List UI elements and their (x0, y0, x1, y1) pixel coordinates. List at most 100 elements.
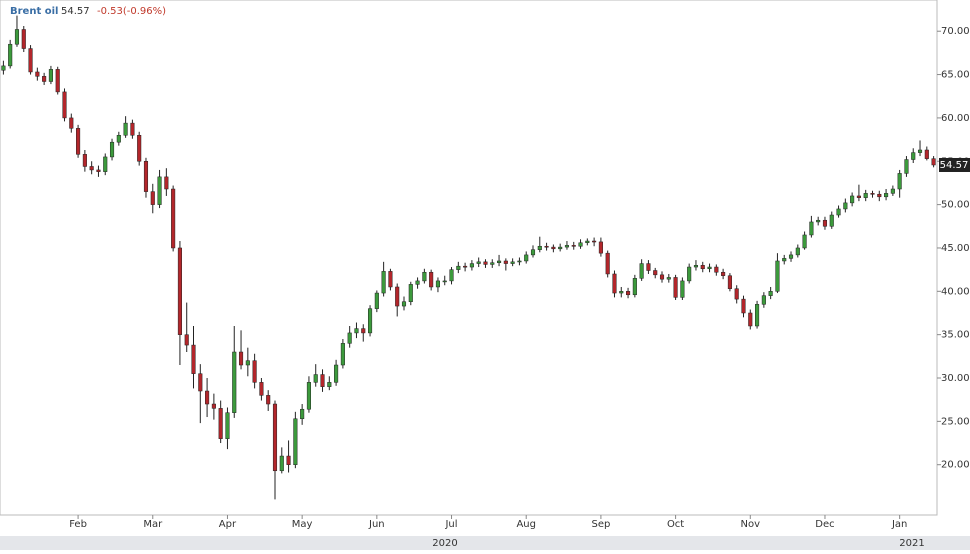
candle-body (755, 304, 760, 327)
candle-body (28, 48, 33, 73)
plot-area (0, 0, 938, 516)
candle-body (82, 154, 87, 167)
candle-body (96, 169, 101, 172)
y-tick-label: 45.00 (941, 243, 970, 254)
last-price-label: 54.57 (940, 160, 969, 171)
candle-body (191, 344, 196, 374)
candle-body (863, 193, 868, 198)
candle-body (388, 271, 393, 288)
candle-body (829, 214, 834, 227)
candle-body (680, 280, 685, 298)
x-tick-label: Oct (667, 519, 684, 530)
candle-body (89, 166, 94, 171)
candle-body (578, 242, 583, 247)
y-tick-label: 40.00 (941, 286, 970, 297)
chart-title: Brent oil (10, 6, 58, 17)
candle-body (354, 328, 359, 334)
candle-body (245, 360, 250, 366)
candle-body (367, 308, 373, 334)
candle-body (592, 240, 597, 243)
candle-body (14, 29, 20, 45)
candle-body (659, 274, 665, 280)
x-tick-label: Sep (591, 519, 610, 530)
candle-body (55, 69, 60, 93)
candle-body (320, 374, 325, 387)
candle-body (666, 277, 671, 280)
candle-body (456, 265, 461, 270)
candle-body (775, 260, 780, 292)
candle-body (632, 278, 637, 296)
candle-body (897, 173, 902, 190)
candle-body (1, 65, 6, 71)
candle-body (123, 122, 128, 136)
candle-body (401, 301, 407, 307)
candle-body (109, 141, 115, 158)
candle-body (517, 260, 522, 263)
candle-body (137, 135, 142, 162)
y-tick-label: 35.00 (941, 330, 970, 341)
x-tick-label: Mar (143, 519, 163, 530)
candle-body (272, 403, 278, 472)
candle-body (734, 288, 739, 300)
candle-body (62, 91, 67, 119)
x-tick-label: Jul (444, 519, 457, 530)
x-tick-label: May (292, 519, 313, 530)
candle-body (415, 280, 420, 285)
candle-body (69, 117, 74, 129)
y-tick-label: 20.00 (941, 460, 970, 471)
candle-body (306, 382, 311, 410)
y-tick-label: 50.00 (941, 200, 970, 211)
candle-body (530, 249, 536, 256)
candle-body (571, 245, 576, 247)
candle-body (890, 188, 895, 194)
candle-body (198, 373, 203, 392)
candle-body (870, 193, 875, 195)
candle-body (184, 334, 189, 346)
candle-body (130, 122, 135, 136)
candle-body (286, 455, 291, 465)
candle-body (558, 246, 563, 250)
candle-body (164, 176, 169, 190)
candle-body (768, 291, 773, 296)
candle-body (374, 292, 379, 309)
candle-body (931, 158, 936, 166)
candle-body (653, 270, 658, 276)
candle-body (300, 408, 305, 420)
candle-body (537, 245, 542, 250)
candle-body (748, 312, 753, 327)
candle-body (171, 188, 176, 249)
year-bar (0, 536, 970, 550)
candle-body (877, 193, 882, 198)
candle-body (497, 260, 502, 263)
candle-body (422, 271, 427, 282)
candle-body (442, 280, 447, 283)
candle-body (836, 208, 841, 216)
candle-body (225, 412, 230, 439)
candle-body (714, 266, 719, 273)
candle-body (340, 343, 345, 366)
candle-body (551, 246, 556, 250)
candle-body (564, 245, 570, 248)
x-tick-label: Jan (891, 519, 907, 530)
candle-body (279, 455, 284, 472)
candle-body (266, 395, 271, 405)
candle-body (700, 265, 705, 270)
candle-body (205, 390, 210, 405)
candle-body (429, 271, 434, 288)
candle-body (809, 221, 814, 236)
y-tick-label: 30.00 (941, 373, 970, 384)
candle-body (510, 261, 515, 264)
candle-body (822, 219, 828, 227)
candle-body (116, 135, 121, 143)
candle-body (924, 149, 929, 159)
candle-body (856, 195, 861, 198)
x-tick-label: Feb (69, 519, 87, 530)
candle-body (687, 266, 692, 282)
candle-body (150, 191, 155, 205)
candle-body (143, 161, 149, 192)
candle-body (252, 360, 257, 383)
candle-body (48, 69, 53, 82)
candle-body (157, 176, 162, 205)
candle-body (449, 269, 454, 282)
